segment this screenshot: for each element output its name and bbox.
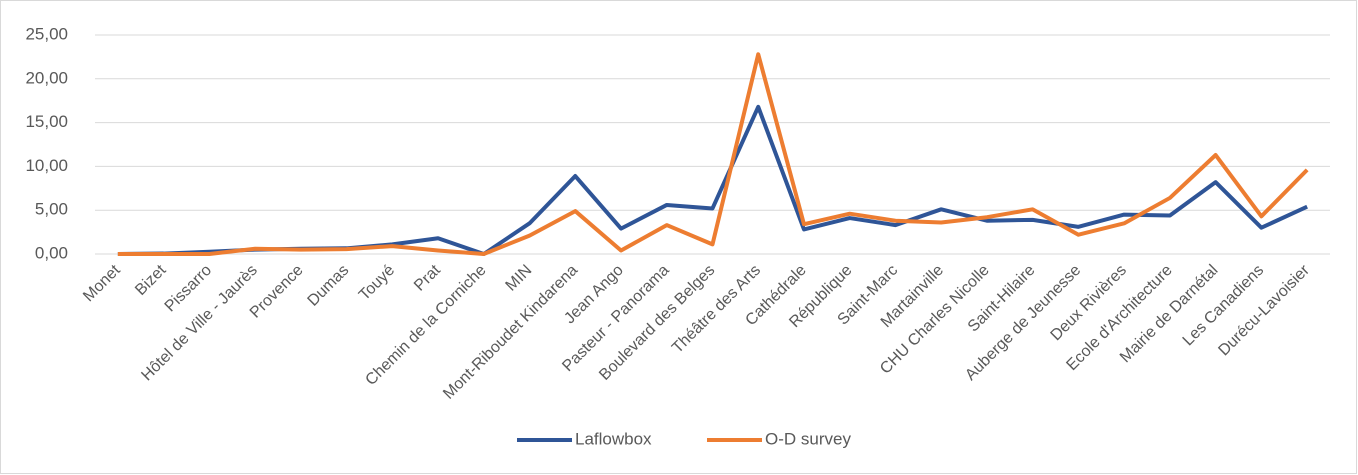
y-tick-label: 25,00 <box>25 24 68 43</box>
y-tick-label: 20,00 <box>25 68 68 87</box>
y-tick-label: 0,00 <box>35 243 68 262</box>
series-line <box>117 52 1309 256</box>
y-tick-label: 15,00 <box>25 112 68 131</box>
legend-label: Laflowbox <box>575 429 652 448</box>
y-tick-label: 10,00 <box>25 156 68 175</box>
legend-label: O-D survey <box>765 429 851 448</box>
y-tick-label: 5,00 <box>35 200 68 219</box>
